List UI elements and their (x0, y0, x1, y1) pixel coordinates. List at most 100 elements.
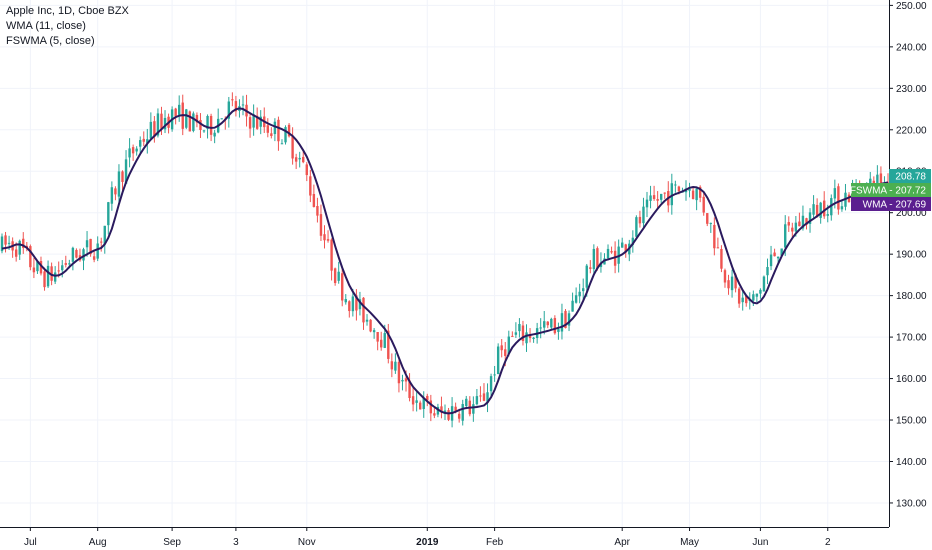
candle-body (121, 171, 124, 182)
candle-body (163, 117, 167, 130)
candle-body (716, 247, 720, 249)
candle-body (36, 261, 39, 272)
candle-body (638, 216, 642, 224)
candle-body (71, 247, 75, 262)
candle-body (107, 202, 110, 226)
candle-body (387, 330, 390, 359)
candle-body (574, 295, 578, 303)
candle-body (550, 318, 553, 328)
candle-body (7, 242, 11, 244)
candle-body (496, 346, 500, 374)
wma-tag-value: WMA - 207.69 (863, 200, 927, 211)
candle-body (741, 297, 744, 303)
price-tags: 208.78 FSWMA - 207.72 WMA - 207.69 (850, 169, 931, 211)
candle-body (567, 313, 571, 326)
candle-body (96, 243, 99, 259)
symbol-title[interactable]: Apple Inc, 1D, Cboe BZX (6, 5, 129, 17)
candle-body (323, 234, 326, 241)
candle-body (727, 280, 730, 289)
candle-body (652, 195, 656, 199)
candle-body (582, 288, 585, 292)
candle-body (362, 297, 365, 323)
candle-body (525, 332, 528, 344)
candle-body (397, 361, 401, 384)
candle-body (160, 113, 163, 130)
candle-body (411, 396, 415, 405)
candle-body (621, 242, 624, 248)
candle-body (114, 188, 117, 195)
candle-body (330, 239, 333, 271)
candle-body (185, 109, 188, 128)
wma-legend-item[interactable]: WMA (11, close) (6, 20, 86, 32)
candle-body (149, 121, 153, 139)
candle-body (610, 251, 613, 253)
last-price-tag: 208.78 (889, 169, 931, 183)
x-tick-label: 2 (825, 537, 831, 548)
chart-grid (0, 0, 889, 527)
candle-body (57, 270, 60, 272)
candle-body (578, 291, 581, 297)
candle-body (546, 321, 549, 326)
candle-body (89, 238, 92, 255)
last-price-tag-bg (889, 169, 931, 183)
candle-body (355, 295, 358, 311)
candle-body (266, 125, 269, 133)
candle-body (277, 119, 280, 142)
chart-legend: Apple Inc, 1D, Cboe BZX WMA (11, close) … (6, 4, 129, 49)
candle-body (759, 289, 762, 294)
candle-body (656, 199, 659, 201)
candle-body (486, 392, 489, 403)
x-tick-label: Feb (486, 537, 504, 548)
candle-body (43, 271, 46, 288)
candle-body (302, 156, 305, 163)
candle-body (479, 395, 482, 397)
x-tick-label: Jun (752, 537, 768, 548)
candle-body (344, 299, 347, 303)
y-tick-label: 140.00 (896, 457, 927, 468)
candle-body (433, 413, 436, 416)
candle-body (642, 206, 645, 224)
candle-body (837, 186, 840, 210)
candle-body (798, 221, 801, 227)
candle-body (61, 265, 64, 271)
x-tick-label: Apr (614, 537, 630, 548)
candle-body (178, 104, 181, 115)
fswma-legend-item[interactable]: FSWMA (5, close) (6, 35, 95, 47)
candle-body (351, 296, 355, 312)
candle-body (14, 249, 18, 257)
candle-body (348, 301, 351, 312)
price-axis[interactable]: 130.00 140.00 150.00 160.00 170.00 180.00 190.… (889, 1, 927, 510)
candle-body (139, 140, 142, 147)
candle-body (82, 249, 85, 261)
candle-body (213, 132, 216, 137)
candle-body (298, 157, 301, 160)
candle-body (585, 265, 588, 288)
candle-body (128, 148, 131, 158)
candle-body (808, 212, 812, 224)
candle-body (415, 400, 418, 403)
candle-body (702, 196, 705, 213)
candle-body (22, 238, 25, 248)
candle-body (68, 263, 71, 265)
time-axis[interactable]: Jul Aug Sep 3 Nov 2019 Feb Apr May Jun 2 (24, 527, 831, 548)
candle-body (709, 222, 712, 224)
candle-body (146, 139, 149, 144)
candle-body (507, 336, 510, 355)
x-tick-label: Sep (163, 537, 181, 548)
candle-body (273, 121, 277, 135)
candle-body (511, 335, 514, 337)
x-tick-label: Nov (298, 537, 316, 548)
candle-body (815, 204, 819, 217)
candle-body (440, 406, 443, 413)
candle-body (394, 361, 397, 371)
y-tick-label: 190.00 (896, 250, 927, 261)
candle-body (823, 200, 826, 217)
candle-body (472, 404, 475, 414)
fswma-tag-bg (851, 183, 931, 197)
candle-body (383, 333, 386, 348)
candle-body (691, 190, 695, 200)
candle-body (557, 329, 560, 332)
candle-body (780, 248, 783, 256)
candle-body (755, 293, 759, 297)
